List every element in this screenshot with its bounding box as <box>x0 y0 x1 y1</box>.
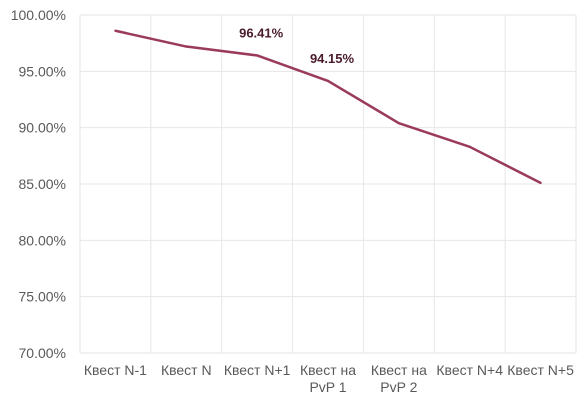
data-label: 96.41% <box>239 25 284 40</box>
series-lines <box>114 29 542 185</box>
x-tick-label: Квест на PvP 2 <box>371 362 427 395</box>
x-tick-label: Квест N-1 <box>84 362 147 378</box>
data-point <box>539 181 542 185</box>
y-axis-tick-labels: 70.00% 75.00% 80.00% 85.00% 90.00% 95.00% 100.… <box>11 7 66 361</box>
y-tick-label: 100.00% <box>11 7 66 23</box>
x-tick-label: Квест на PvP 1 <box>300 362 356 395</box>
y-tick-label: 80.00% <box>19 232 66 248</box>
horizontal-gridlines <box>80 14 576 354</box>
data-point <box>397 121 401 125</box>
data-point <box>114 29 117 32</box>
y-tick-label: 90.00% <box>19 120 66 136</box>
x-tick-label: Квест N+1 <box>224 362 291 378</box>
data-point <box>185 45 188 48</box>
vertical-gridlines <box>79 15 577 353</box>
x-axis-tick-labels: Квест N-1 Квест N Квест N+1 Квест на PvP 1 Кв… <box>84 362 574 395</box>
data-point <box>468 145 471 149</box>
y-tick-label: 75.00% <box>19 289 66 305</box>
data-point <box>255 54 259 57</box>
y-tick-label: 95.00% <box>19 63 66 79</box>
y-tick-label: 85.00% <box>19 176 66 192</box>
data-labels: 96.41% 94.15% <box>239 25 354 65</box>
x-tick-label: Квест N+5 <box>507 362 574 378</box>
y-tick-label: 70.00% <box>19 345 66 361</box>
x-tick-label: Квест N+4 <box>436 362 503 378</box>
data-label: 94.15% <box>310 51 355 66</box>
data-point <box>326 79 330 83</box>
x-tick-label: Квест N <box>161 362 212 378</box>
